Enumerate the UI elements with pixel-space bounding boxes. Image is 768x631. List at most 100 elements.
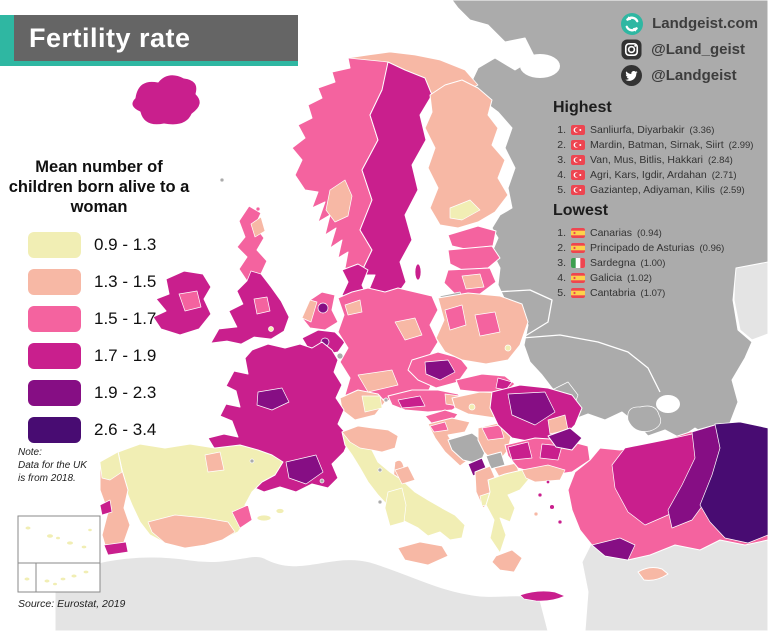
region-hungary-spot xyxy=(468,403,476,411)
sea-of-azov xyxy=(656,395,680,413)
highest-list: Highest 1. Sanliurfa, Diyarbakir (3.36) … xyxy=(553,99,767,199)
instagram-icon xyxy=(621,39,642,60)
region-faroe xyxy=(219,177,225,183)
spain-flag-icon xyxy=(571,228,585,238)
region-shetland xyxy=(255,206,261,212)
region-spain-aragon xyxy=(204,451,225,473)
region-estonia xyxy=(447,225,497,250)
legend-label: 1.5 - 1.7 xyxy=(94,309,157,329)
legend-row: 0.9 - 1.3 xyxy=(28,232,157,259)
turkey-flag-icon xyxy=(571,140,585,150)
region-croatia-north xyxy=(429,421,449,433)
lowest-heading: Lowest xyxy=(553,202,609,219)
region-uk-scotland-ne xyxy=(250,216,266,238)
region-austria-west xyxy=(397,395,426,409)
region-balearics xyxy=(256,514,272,522)
legend-swatch xyxy=(28,306,81,333)
turkey-flag-icon xyxy=(571,125,585,135)
region-north-africa xyxy=(54,556,549,631)
website-link[interactable]: Landgeist.com xyxy=(621,12,758,35)
legend-row: 2.6 - 3.4 xyxy=(28,417,157,444)
social-links: Landgeist.com @Land_geist @Landgeist xyxy=(621,12,758,87)
region-turkey-thrace xyxy=(547,427,583,451)
legend-row: 1.7 - 1.9 xyxy=(28,343,156,370)
list-item: 5. Gaziantep, Adiyaman, Kilis (2.59) xyxy=(557,184,745,196)
white-sea xyxy=(520,54,560,78)
twitter-icon xyxy=(621,65,643,86)
microstate-dots xyxy=(249,352,389,505)
region-serbia-north xyxy=(481,424,505,441)
region-uk-midlands xyxy=(253,296,271,315)
note-text: Note: Data for the UK is from 2018. xyxy=(18,447,87,485)
region-sardinia xyxy=(384,487,407,527)
inset-boxes xyxy=(17,515,101,593)
region-finland xyxy=(424,79,509,229)
legend-label: 1.9 - 2.3 xyxy=(94,383,157,403)
region-uk-london xyxy=(268,326,274,332)
ukraine-border xyxy=(521,334,661,393)
region-italy-center xyxy=(394,465,416,485)
title-accent-block xyxy=(0,15,14,61)
legend-label: 0.9 - 1.3 xyxy=(94,235,157,255)
region-germany-south xyxy=(357,369,399,393)
twitter-handle: @Landgeist xyxy=(651,67,737,84)
region-gotland xyxy=(414,263,422,281)
region-cyprus xyxy=(637,567,669,581)
legend: Mean number of children born alive to a … xyxy=(8,157,190,444)
title-underline xyxy=(0,61,298,66)
region-latvia xyxy=(447,245,501,271)
instagram-handle: @Land_geist xyxy=(651,41,745,58)
region-turkey-hatay xyxy=(591,537,636,561)
list-item: 3. Van, Mus, Bitlis, Hakkari (2.84) xyxy=(557,154,733,166)
region-peloponnese xyxy=(491,549,523,573)
legend-swatch xyxy=(28,343,81,370)
spain-flag-icon xyxy=(571,243,585,253)
region-portugal-north xyxy=(99,451,123,481)
list-item: 5. Cantabria (1.07) xyxy=(557,287,666,299)
list-item: 4. Galicia (1.02) xyxy=(557,272,652,284)
turkey-flag-icon xyxy=(571,155,585,165)
legend-swatch xyxy=(28,269,81,296)
belarus-border xyxy=(494,289,553,339)
instagram-link[interactable]: @Land_geist xyxy=(621,38,758,61)
region-germany-center xyxy=(394,317,423,341)
legend-swatch xyxy=(28,232,81,259)
region-france-ile-de-france xyxy=(256,387,290,411)
source-text: Source: Eurostat, 2019 xyxy=(18,598,126,610)
region-france-southeast xyxy=(285,454,324,485)
landgeist-logo-icon xyxy=(621,12,644,35)
region-poland-west xyxy=(444,304,467,331)
twitter-link[interactable]: @Landgeist xyxy=(621,64,758,87)
region-crimea xyxy=(627,405,662,432)
region-spain-murcia xyxy=(231,504,253,529)
region-italy-north xyxy=(341,425,399,453)
legend-row: 1.3 - 1.5 xyxy=(28,269,157,296)
title-bar: Fertility rate xyxy=(0,15,298,61)
region-norway-trondelag xyxy=(325,179,353,223)
region-portugal-algarve xyxy=(103,541,129,556)
legend-label: 1.3 - 1.5 xyxy=(94,272,157,292)
region-romania-north xyxy=(507,391,556,426)
region-netherlands-center xyxy=(317,302,329,314)
region-switzerland-east xyxy=(361,395,383,413)
region-spain-andalusia xyxy=(147,514,236,549)
region-bulgaria-west xyxy=(507,441,533,461)
spain-flag-icon xyxy=(571,273,585,283)
region-portugal-lisbon xyxy=(99,499,113,516)
lowest-list: Lowest 1. Canarias (0.94) 2. Principado … xyxy=(553,202,767,302)
list-item: 2. Principado de Asturias (0.96) xyxy=(557,242,725,254)
highest-heading: Highest xyxy=(553,99,612,116)
legend-label: 2.6 - 3.4 xyxy=(94,420,157,440)
website-label: Landgeist.com xyxy=(652,15,758,32)
region-lithuania-mid xyxy=(461,273,485,290)
list-item: 2. Mardin, Batman, Sirnak, Siirt (2.99) xyxy=(557,139,754,151)
region-ireland-mid xyxy=(178,290,202,312)
region-iceland xyxy=(131,74,201,126)
region-netherlands-coast xyxy=(301,299,318,323)
spain-flag-icon xyxy=(571,288,585,298)
legend-row: 1.5 - 1.7 xyxy=(28,306,157,333)
legend-title: Mean number of children born alive to a … xyxy=(8,158,190,217)
region-germany-nw xyxy=(344,299,363,316)
turkey-flag-icon xyxy=(571,170,585,180)
